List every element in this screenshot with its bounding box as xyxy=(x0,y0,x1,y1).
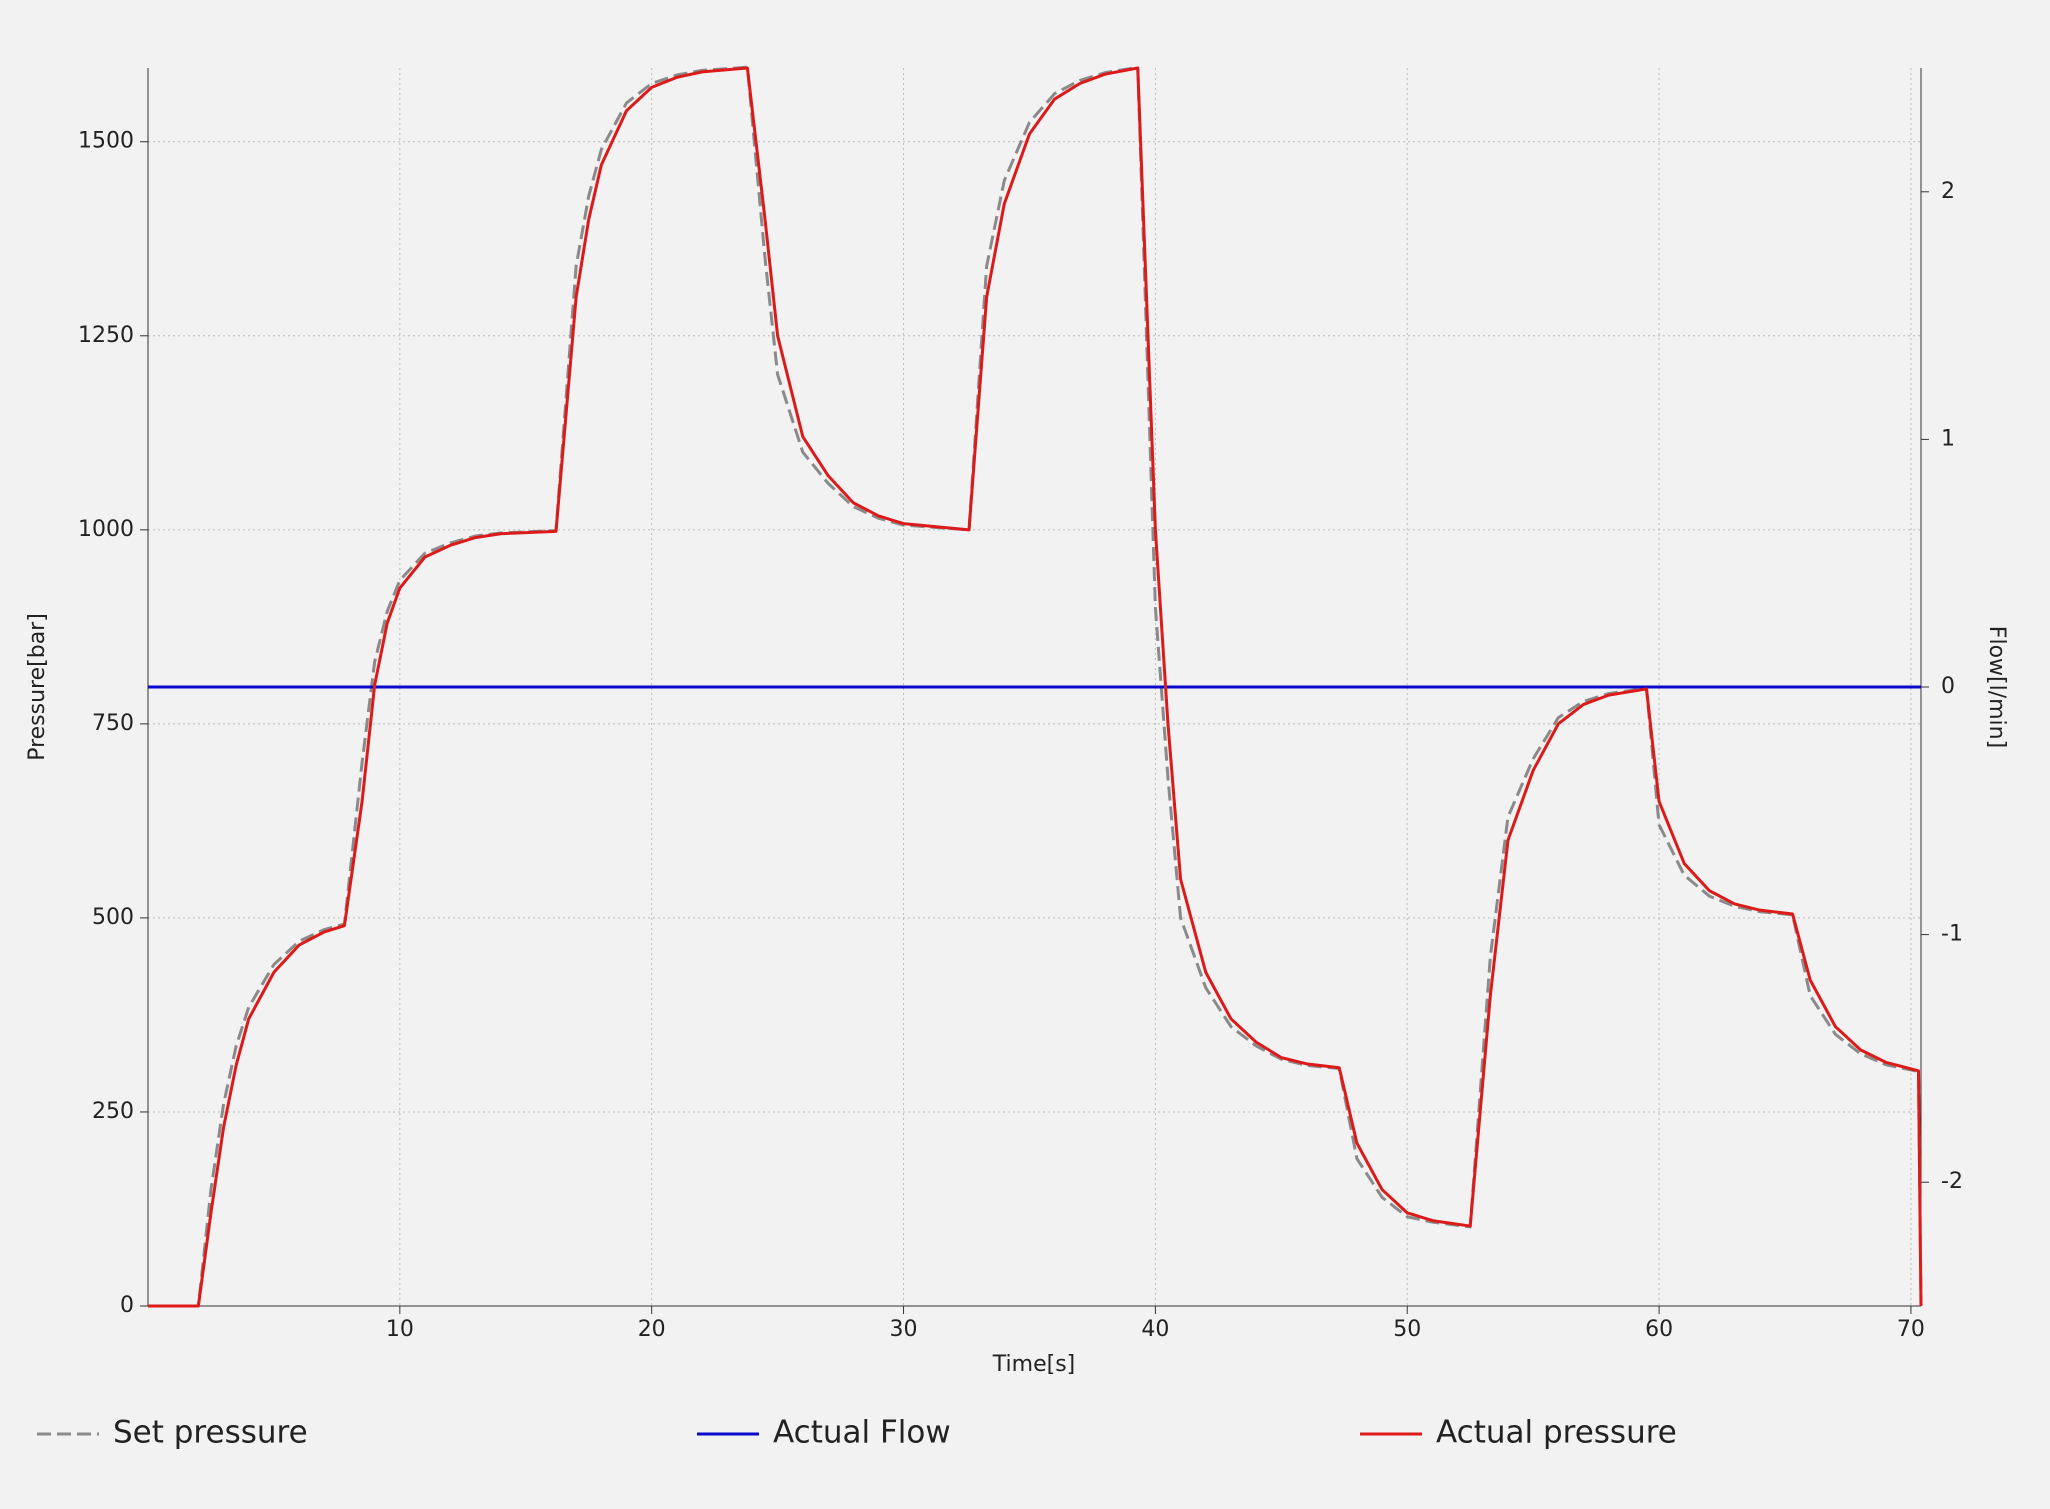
y-axis-label: Pressure[bar] xyxy=(25,613,50,761)
y2-tick-label: -1 xyxy=(1941,922,1963,947)
x-tick-label: 50 xyxy=(1393,1317,1421,1342)
y2-tick-label: -2 xyxy=(1941,1169,1963,1194)
y-tick-label: 0 xyxy=(120,1293,134,1318)
y-tick-label: 1000 xyxy=(78,517,134,542)
y-tick-label: 500 xyxy=(92,905,134,930)
x-tick-label: 60 xyxy=(1645,1317,1673,1342)
legend-label: Actual Flow xyxy=(773,1415,951,1451)
y-tick-label: 750 xyxy=(92,711,134,736)
x-tick-label: 40 xyxy=(1141,1317,1169,1342)
y2-tick-label: 0 xyxy=(1941,674,1955,699)
y-tick-label: 250 xyxy=(92,1099,134,1124)
x-tick-label: 10 xyxy=(386,1317,414,1342)
y-tick-label: 1250 xyxy=(78,323,134,348)
y2-axis-label: Flow[l/min] xyxy=(1984,626,2009,748)
x-tick-label: 70 xyxy=(1897,1317,1925,1342)
y2-tick-label: 2 xyxy=(1941,179,1955,204)
x-axis-label: Time[s] xyxy=(992,1352,1075,1377)
series-line xyxy=(148,66,1923,1308)
y2-tick-label: 1 xyxy=(1941,426,1955,451)
legend-label: Set pressure xyxy=(113,1415,308,1451)
x-tick-label: 30 xyxy=(890,1317,918,1342)
y-tick-label: 1500 xyxy=(78,129,134,154)
x-tick-label: 20 xyxy=(638,1317,666,1342)
legend-label: Actual pressure xyxy=(1436,1415,1677,1451)
